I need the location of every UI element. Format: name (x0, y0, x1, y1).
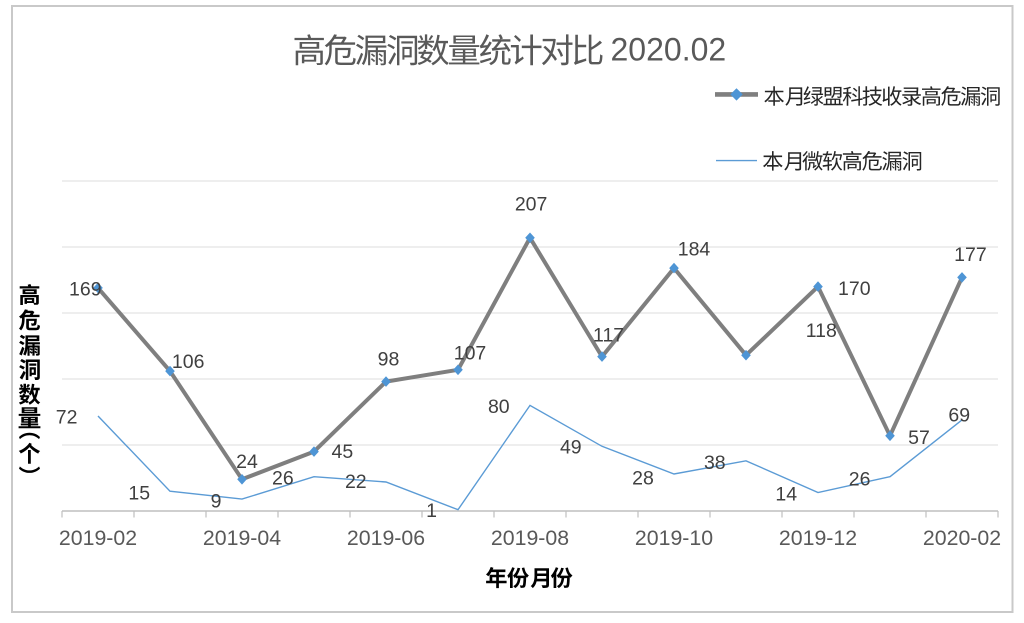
svg-text:26: 26 (849, 469, 871, 491)
svg-text:38: 38 (704, 452, 726, 474)
svg-text:15: 15 (128, 482, 150, 504)
svg-text:72: 72 (56, 407, 78, 429)
svg-text:9: 9 (211, 490, 222, 512)
svg-text:170: 170 (838, 278, 871, 300)
svg-text:2019-04: 2019-04 (203, 526, 281, 550)
svg-text:80: 80 (488, 396, 510, 418)
svg-text:177: 177 (954, 244, 987, 266)
svg-text:26: 26 (272, 467, 294, 489)
svg-text:24: 24 (236, 451, 258, 473)
svg-text:49: 49 (560, 436, 582, 458)
svg-text:2020.02: 2020.02 (611, 32, 727, 68)
svg-text:2019-08: 2019-08 (491, 526, 569, 550)
svg-text:45: 45 (332, 441, 354, 463)
svg-text:117: 117 (593, 325, 624, 347)
svg-text:22: 22 (345, 471, 367, 493)
svg-text:98: 98 (378, 349, 400, 371)
svg-text:106: 106 (172, 351, 205, 373)
svg-text:2019-10: 2019-10 (635, 526, 713, 550)
svg-text:2019-06: 2019-06 (347, 526, 425, 550)
svg-text:2019-02: 2019-02 (59, 526, 137, 550)
svg-text:14: 14 (775, 484, 797, 506)
svg-text:1: 1 (426, 500, 437, 522)
svg-text:107: 107 (454, 342, 487, 364)
svg-text:207: 207 (515, 194, 548, 216)
svg-text:69: 69 (948, 405, 970, 427)
svg-text:2020-02: 2020-02 (923, 526, 1001, 550)
svg-text:169: 169 (69, 279, 102, 301)
svg-text:2019-12: 2019-12 (779, 526, 857, 550)
svg-text:184: 184 (678, 239, 711, 261)
svg-text:118: 118 (806, 320, 837, 342)
svg-text:57: 57 (908, 427, 930, 449)
svg-text:28: 28 (632, 467, 654, 489)
